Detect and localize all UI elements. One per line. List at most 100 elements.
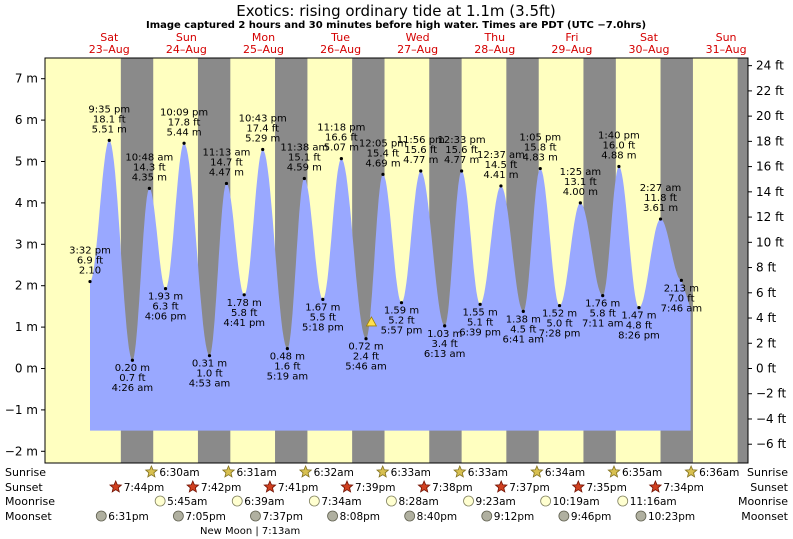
tide-ft-label: 15.6 ft <box>404 145 437 156</box>
tide-ft-label: 13.1 ft <box>564 177 597 188</box>
tide-time-label: 5:46 am <box>345 362 387 373</box>
tide-m-label: 1.93 m <box>148 292 183 303</box>
moonset-icon <box>481 510 493 522</box>
y-tick-label-ft: −2 ft <box>756 387 787 401</box>
tide-time-label: 1:40 pm <box>598 130 640 141</box>
tide-m-label: 5.44 m <box>166 127 201 138</box>
sunrise-icon <box>453 464 467 478</box>
tide-point <box>339 157 343 161</box>
chart-subtitle: Image captured 2 hours and 30 minutes be… <box>146 20 646 31</box>
tide-time-label: 7:11 am <box>582 319 624 330</box>
moonrise-time: 6:39am <box>244 496 284 508</box>
sunset-icon <box>263 479 277 493</box>
tide-time-label: 11:56 pm <box>397 135 445 146</box>
tide-m-label: 1.55 m <box>463 307 498 318</box>
tide-m-label: 4.88 m <box>601 150 636 161</box>
y-tick-label-ft: 12 ft <box>756 210 784 224</box>
sunrise-icon <box>144 464 159 478</box>
y-tick-label-ft: 8 ft <box>756 261 776 275</box>
moonrise-time: 8:28am <box>398 496 438 508</box>
y-tick-label-m: 7 m <box>15 72 38 86</box>
sunset-time: 7:37pm <box>509 482 549 494</box>
tide-time-label: 6:41 am <box>503 334 545 345</box>
night-band <box>737 58 748 463</box>
tide-m-label: 1.03 m <box>427 329 462 340</box>
tide-point <box>601 294 605 298</box>
y-tick-label-m: 1 m <box>15 320 38 334</box>
y-tick-label-m: −1 m <box>5 403 38 417</box>
tide-time-label: 4:26 am <box>112 383 154 394</box>
new-moon-label: New Moon | 7:13am <box>200 526 300 537</box>
moonset-icon <box>327 510 338 522</box>
sunrise-time: 6:31am <box>236 467 276 479</box>
day-name: Thu <box>483 31 505 44</box>
moonset-icon <box>95 510 107 522</box>
day-name: Sat <box>100 31 119 44</box>
moonrise-icon <box>386 495 397 507</box>
tide-ft-label: 15.1 ft <box>288 152 321 163</box>
tide-time-label: 8:26 pm <box>618 331 660 342</box>
sunrise-row-label-right: Sunrise <box>747 466 788 479</box>
moonrise-time: 10:19am <box>553 496 600 508</box>
sunset-time: 7:39pm <box>355 482 395 494</box>
tide-ft-label: 5.0 ft <box>546 319 572 330</box>
moonset-icon <box>558 510 570 522</box>
sunrise-time: 6:33am <box>468 467 508 479</box>
tide-ft-label: 1.6 ft <box>274 362 300 373</box>
moonset-icon <box>172 510 184 522</box>
y-tick-label-ft: 14 ft <box>756 185 784 199</box>
tide-m-label: 5.07 m <box>324 143 359 154</box>
tide-time-label: 7:46 am <box>661 303 703 314</box>
sunset-row-label-left: Sunset <box>5 481 43 494</box>
tide-ft-label: 1.0 ft <box>196 369 222 380</box>
moonset-time: 9:12pm <box>494 511 534 523</box>
moonset-row-label-left: Moonset <box>5 510 52 523</box>
sunrise-time: 6:33am <box>391 467 431 479</box>
y-tick-label-m: 0 m <box>15 362 38 376</box>
moonset-row-label-right: Moonset <box>741 510 788 523</box>
tide-m-label: 5.29 m <box>245 133 280 144</box>
tide-point <box>578 201 582 205</box>
tide-m-label: 1.38 m <box>506 314 541 325</box>
sunrise-row-label-left: Sunrise <box>5 466 46 479</box>
tide-m-label: 4.77 m <box>403 155 438 166</box>
day-name: Sun <box>716 31 737 44</box>
day-date: 29–Aug <box>551 43 592 56</box>
moonset-time: 9:46pm <box>571 511 611 523</box>
tide-time-label: 7:28 pm <box>539 329 581 340</box>
sunset-icon <box>571 479 585 493</box>
tide-ft-label: 3.4 ft <box>431 339 457 350</box>
sunset-time: 7:44pm <box>124 482 164 494</box>
tide-m-label: 2.13 m <box>664 283 699 294</box>
tide-m-label: 4.83 m <box>523 153 558 164</box>
tide-ft-label: 5.8 ft <box>231 308 257 319</box>
tide-time-label: 4:41 pm <box>223 318 265 329</box>
sunrise-time: 6:30am <box>159 467 199 479</box>
tide-point <box>499 184 503 188</box>
sunrise-icon <box>684 464 698 478</box>
y-tick-label-ft: 20 ft <box>756 109 784 123</box>
tide-m-label: 4.77 m <box>444 155 479 166</box>
moonset-time: 8:08pm <box>340 511 380 523</box>
moonset-time: 10:23pm <box>648 511 695 523</box>
tide-m-label: 1.47 m <box>621 311 656 322</box>
moonrise-icon <box>540 495 552 507</box>
sunset-icon <box>340 479 354 493</box>
tide-point <box>207 354 212 358</box>
tide-time-label: 11:18 pm <box>317 123 365 134</box>
moonrise-icon <box>308 495 320 507</box>
day-name: Tue <box>330 31 350 44</box>
tide-time-label: 5:57 pm <box>381 326 423 337</box>
day-name: Sun <box>176 31 197 44</box>
sunset-icon <box>417 479 431 493</box>
tide-ft-label: 6.3 ft <box>152 302 178 313</box>
sunrise-icon <box>530 464 544 478</box>
day-date: 27–Aug <box>397 43 438 56</box>
tide-ft-label: 14.3 ft <box>133 162 166 173</box>
tide-time-label: 11:13 am <box>203 147 251 158</box>
day-date: 24–Aug <box>166 43 207 56</box>
tide-point <box>364 337 368 341</box>
tide-m-label: 4.69 m <box>365 158 400 169</box>
y-tick-label-m: 3 m <box>15 237 38 251</box>
plot-frame <box>44 57 749 464</box>
